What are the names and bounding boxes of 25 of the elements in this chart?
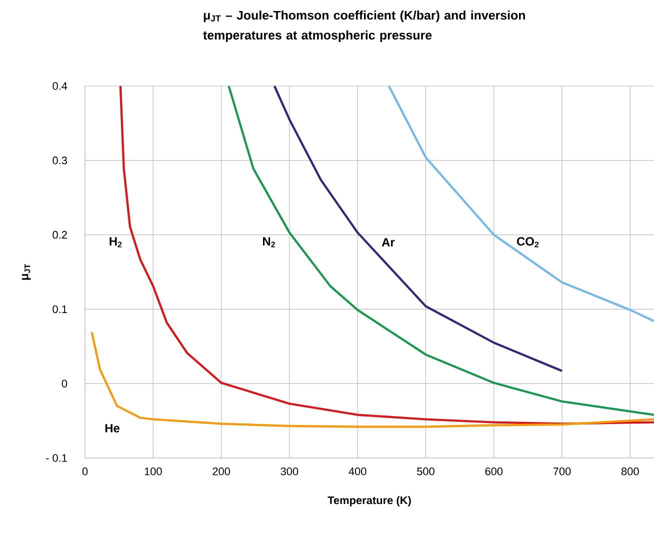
x-tick-label: 0 (82, 468, 88, 476)
x-tick-label: 200 (212, 468, 230, 476)
x-tick-label: 600 (485, 468, 503, 476)
line-series (273, 84, 564, 372)
x-tick-label: 100 (144, 468, 162, 476)
series-label: Ar (382, 238, 395, 246)
x-axis-title: Temperature (K) (328, 496, 411, 506)
y-tick-label: 0.2 (52, 230, 67, 239)
series-label: CO$_{2}$ (516, 237, 539, 248)
y-axis-title: μ$_{JT}$ (22, 264, 31, 280)
x-tick-label: 500 (417, 468, 434, 476)
x-tick-label: 800 (621, 468, 639, 476)
x-tick-label: 400 (348, 468, 366, 476)
y-tick-label: 0.4 (52, 82, 68, 90)
series-label: He (105, 424, 120, 432)
y-tick-label: 0 (62, 380, 68, 388)
series-label: H$_{2}$ (110, 237, 122, 248)
y-tick-label: 0.1 (52, 305, 67, 314)
x-tick-label: 300 (280, 468, 298, 476)
y-tick-label: - 0.1 (46, 454, 67, 462)
chart-title: μ$_{JT}$ – Joule-Thomson coefficient (K/bar) and inversion temperatures at atmospheric pressure (203, 10, 525, 42)
line-series (228, 84, 654, 416)
series-label: N$_{2}$ (263, 237, 275, 248)
x-tick-label: 700 (553, 468, 571, 476)
y-tick-label: 0.3 (52, 156, 67, 164)
